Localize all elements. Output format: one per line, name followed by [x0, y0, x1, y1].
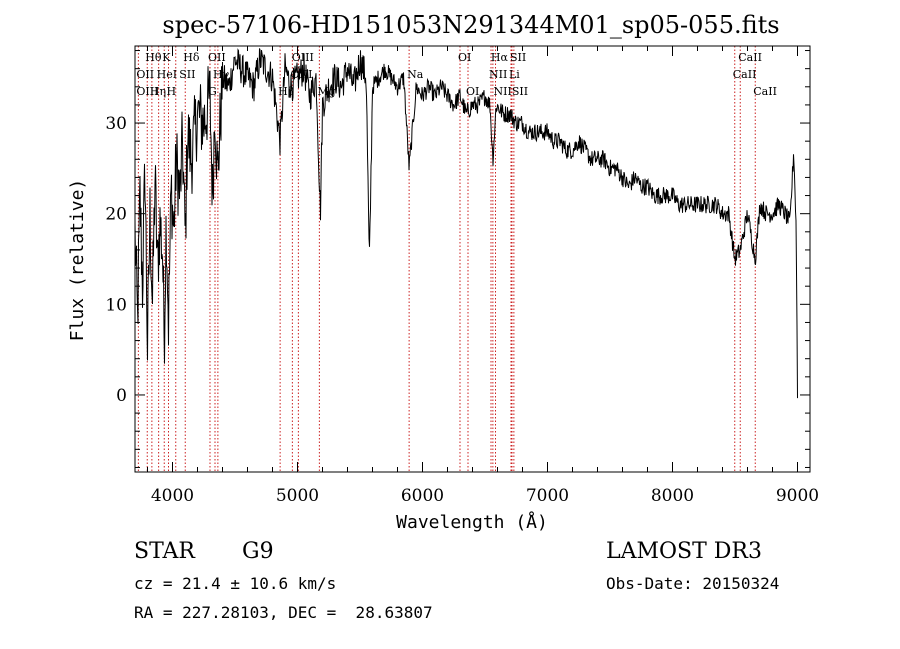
chart-title: spec-57106-HD151053N291344M01_sp05-055.f… [162, 11, 779, 39]
spectral-line-label: OI [458, 51, 471, 64]
spectral-line-label: Hδ [183, 51, 200, 64]
spectrum-line [134, 48, 798, 399]
object-subclass: G9 [242, 539, 274, 564]
spectral-line-label: SII [512, 85, 528, 98]
x-tick-label: 9000 [776, 486, 819, 506]
object-class: STAR [134, 539, 195, 564]
spectral-line-label: Hα [491, 51, 509, 64]
x-axis-label: Wavelength (Å) [396, 511, 548, 533]
spectral-line-label: Hθ [145, 51, 162, 64]
x-tick-label: 7000 [526, 486, 569, 506]
x-tick-label: 6000 [401, 486, 444, 506]
spectral-line-label: OIII [292, 51, 314, 64]
spectral-line-label: G [208, 85, 217, 98]
y-axis-label: Flux (relative) [67, 179, 88, 342]
spectral-line-label: H [167, 85, 177, 98]
y-tick-label: 0 [116, 386, 127, 406]
spectral-line-label: CaII [738, 51, 762, 64]
redshift-cz: cz = 21.4 ± 10.6 km/s [134, 574, 337, 593]
spectral-line-label: SII [510, 51, 526, 64]
spectral-line-label: CaII [733, 68, 757, 81]
x-tick-label: 5000 [276, 486, 319, 506]
spectral-line-markers [137, 46, 756, 472]
spectral-line-label: Na [407, 68, 424, 81]
spectral-line-label: NII [489, 68, 507, 81]
plot-frame [134, 45, 811, 473]
x-axis-ticks: 4000 5000 6000 7000 8000 9000 [147, 46, 819, 506]
y-tick-label: 20 [105, 205, 127, 225]
spectral-line-label: OI [466, 85, 479, 98]
y-tick-label: 30 [105, 114, 127, 134]
observation-date: Obs-Date: 20150324 [606, 574, 780, 593]
spectral-line-label: SII [179, 68, 195, 81]
spectral-line-label: NII [494, 85, 512, 98]
spectral-line-label: OIII [136, 85, 158, 98]
spectral-line-label: CaII [753, 85, 777, 98]
x-tick-label: 4000 [151, 486, 194, 506]
spectral-line-label: OII [136, 68, 154, 81]
spectrum-series [134, 48, 798, 399]
spectral-line-label: K [162, 51, 171, 64]
spectral-line-label: Li [509, 68, 520, 81]
x-tick-label: 8000 [651, 486, 694, 506]
spectral-line-label: Hη [150, 85, 166, 98]
survey-name: LAMOST DR3 [606, 539, 762, 564]
y-axis-ticks: 0 10 20 30 [105, 50, 810, 468]
spectral-line-label: HeI [157, 68, 177, 81]
spectral-line-label: OII [208, 51, 226, 64]
ra-dec-coordinates: RA = 227.28103, DEC = 28.63807 [134, 603, 433, 622]
y-tick-label: 10 [105, 295, 127, 315]
